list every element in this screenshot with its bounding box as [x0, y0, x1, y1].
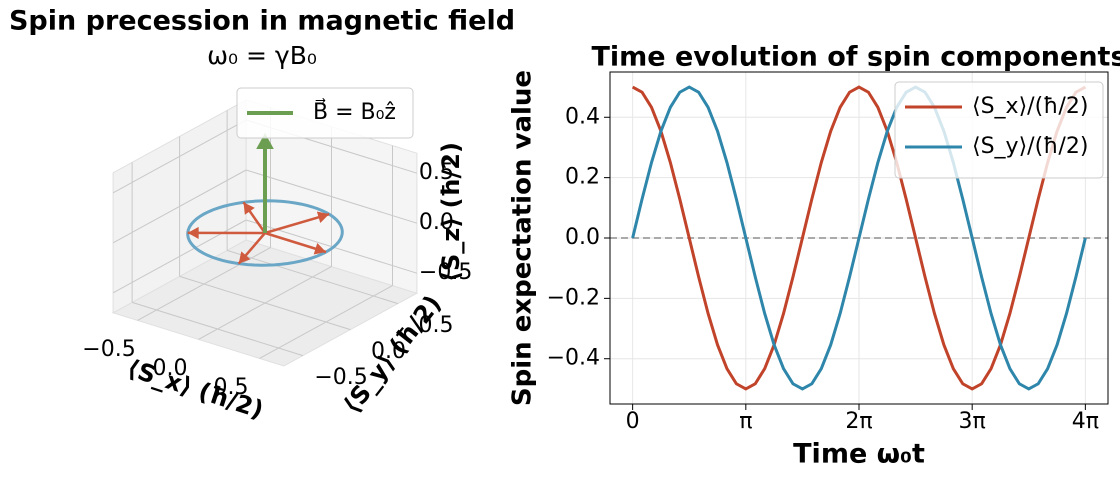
y-tick-label: −0.2 — [547, 285, 600, 310]
arrow-head — [238, 251, 251, 264]
chart-subtitle: ω₀ = γB₀ — [207, 41, 317, 70]
z-tick-label: 0.0 — [419, 210, 454, 235]
z-tick-label: 0.5 — [419, 160, 454, 185]
legend-label: ⟨S_y⟩/(ħ/2) — [972, 134, 1088, 159]
y-tick-label: 0.0 — [371, 339, 406, 364]
x-tick-label: 0 — [626, 409, 640, 434]
grid-line — [131, 301, 304, 357]
legend-label: B⃗ = B₀ẑ — [313, 98, 396, 125]
x-tick-label: 2π — [845, 409, 872, 434]
series-line — [631, 85, 1087, 391]
chart-title: Time evolution of spin components — [591, 42, 1120, 73]
legend-label: ⟨S_x⟩/(ħ/2) — [972, 94, 1088, 119]
x-tick-label: 0.5 — [214, 375, 249, 400]
grid-line — [112, 169, 247, 244]
x-tick-label: 3π — [959, 409, 986, 434]
z-axis-label: ⟨S_z⟩ (ħ/2) — [437, 142, 465, 282]
x-tick-label: 0.0 — [153, 356, 188, 381]
grid-line — [112, 119, 247, 194]
spin-arrow — [264, 212, 330, 235]
arrow-head — [243, 202, 255, 215]
grid-line — [245, 219, 418, 274]
legend-box — [236, 87, 414, 139]
x-tick-label: 4π — [1072, 409, 1099, 434]
grid-line — [179, 275, 351, 331]
grid-line — [245, 169, 418, 224]
plot-frame — [609, 71, 1109, 405]
y-tick-label: −0.4 — [547, 346, 600, 371]
arrow-head — [316, 211, 330, 224]
y-tick-label: 0.4 — [565, 104, 600, 129]
x-axis-label: Time ω₀t — [793, 439, 925, 470]
y-tick-label: 0.0 — [565, 225, 600, 250]
y-tick-label: 0.5 — [419, 313, 454, 338]
precession-circle — [186, 199, 344, 267]
y-axis-label: Spin expectation value — [508, 70, 538, 406]
x-tick-label: π — [739, 409, 752, 434]
series-line — [631, 85, 1087, 391]
arrow-head — [187, 226, 199, 239]
z-tick-label: −0.5 — [419, 260, 472, 285]
arrow-head — [313, 242, 326, 255]
arrow-head — [256, 133, 274, 149]
y-tick-label: 0.2 — [565, 165, 600, 190]
x-tick-label: −0.5 — [82, 337, 135, 362]
grid-line — [226, 249, 399, 305]
chart-title: Spin precession in magnetic field — [9, 6, 515, 37]
y-tick-label: −0.5 — [314, 365, 367, 390]
